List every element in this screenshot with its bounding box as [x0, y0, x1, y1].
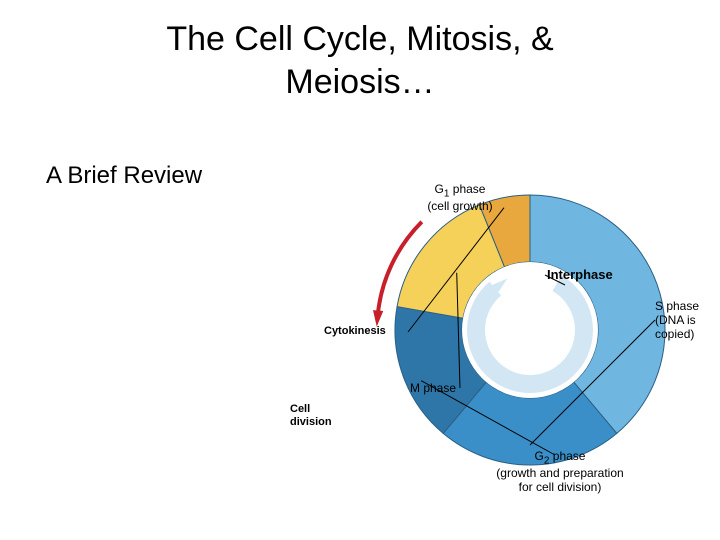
g2-b: phase: [549, 449, 585, 463]
g1-text-b: phase: [449, 182, 485, 196]
cell-cycle-diagram: G1 phase (cell growth) Interphase S phas…: [300, 150, 700, 520]
mphase-label: M phase: [410, 382, 490, 396]
subtitle: A Brief Review: [46, 162, 202, 190]
g2-a: G: [535, 449, 544, 463]
title-line1: The Cell Cycle, Mitosis, &: [166, 20, 553, 58]
g1-text-c: (cell growth): [427, 199, 492, 213]
title-line2: Meiosis…: [285, 63, 434, 101]
g1-text-a: G: [435, 182, 444, 196]
celldiv-label: Cell division: [290, 403, 350, 428]
s-c: copied): [655, 327, 694, 341]
g2-label: G2 phase (growth and preparation for cel…: [465, 450, 655, 494]
s-phase-label: S phase (DNA is copied): [655, 300, 715, 341]
celldiv-a: Cell: [290, 403, 310, 415]
page-title: The Cell Cycle, Mitosis, & Meiosis…: [0, 18, 720, 103]
g1-label: G1 phase (cell growth): [390, 183, 530, 214]
g2-d: for cell division): [519, 480, 602, 494]
s-b: (DNA is: [655, 313, 696, 327]
interphase-label: Interphase: [547, 268, 667, 283]
celldiv-b: division: [290, 416, 332, 428]
g2-c: (growth and preparation: [496, 466, 623, 480]
s-a: S phase: [655, 299, 699, 313]
cytokinesis-label: Cytokinesis: [324, 325, 414, 338]
